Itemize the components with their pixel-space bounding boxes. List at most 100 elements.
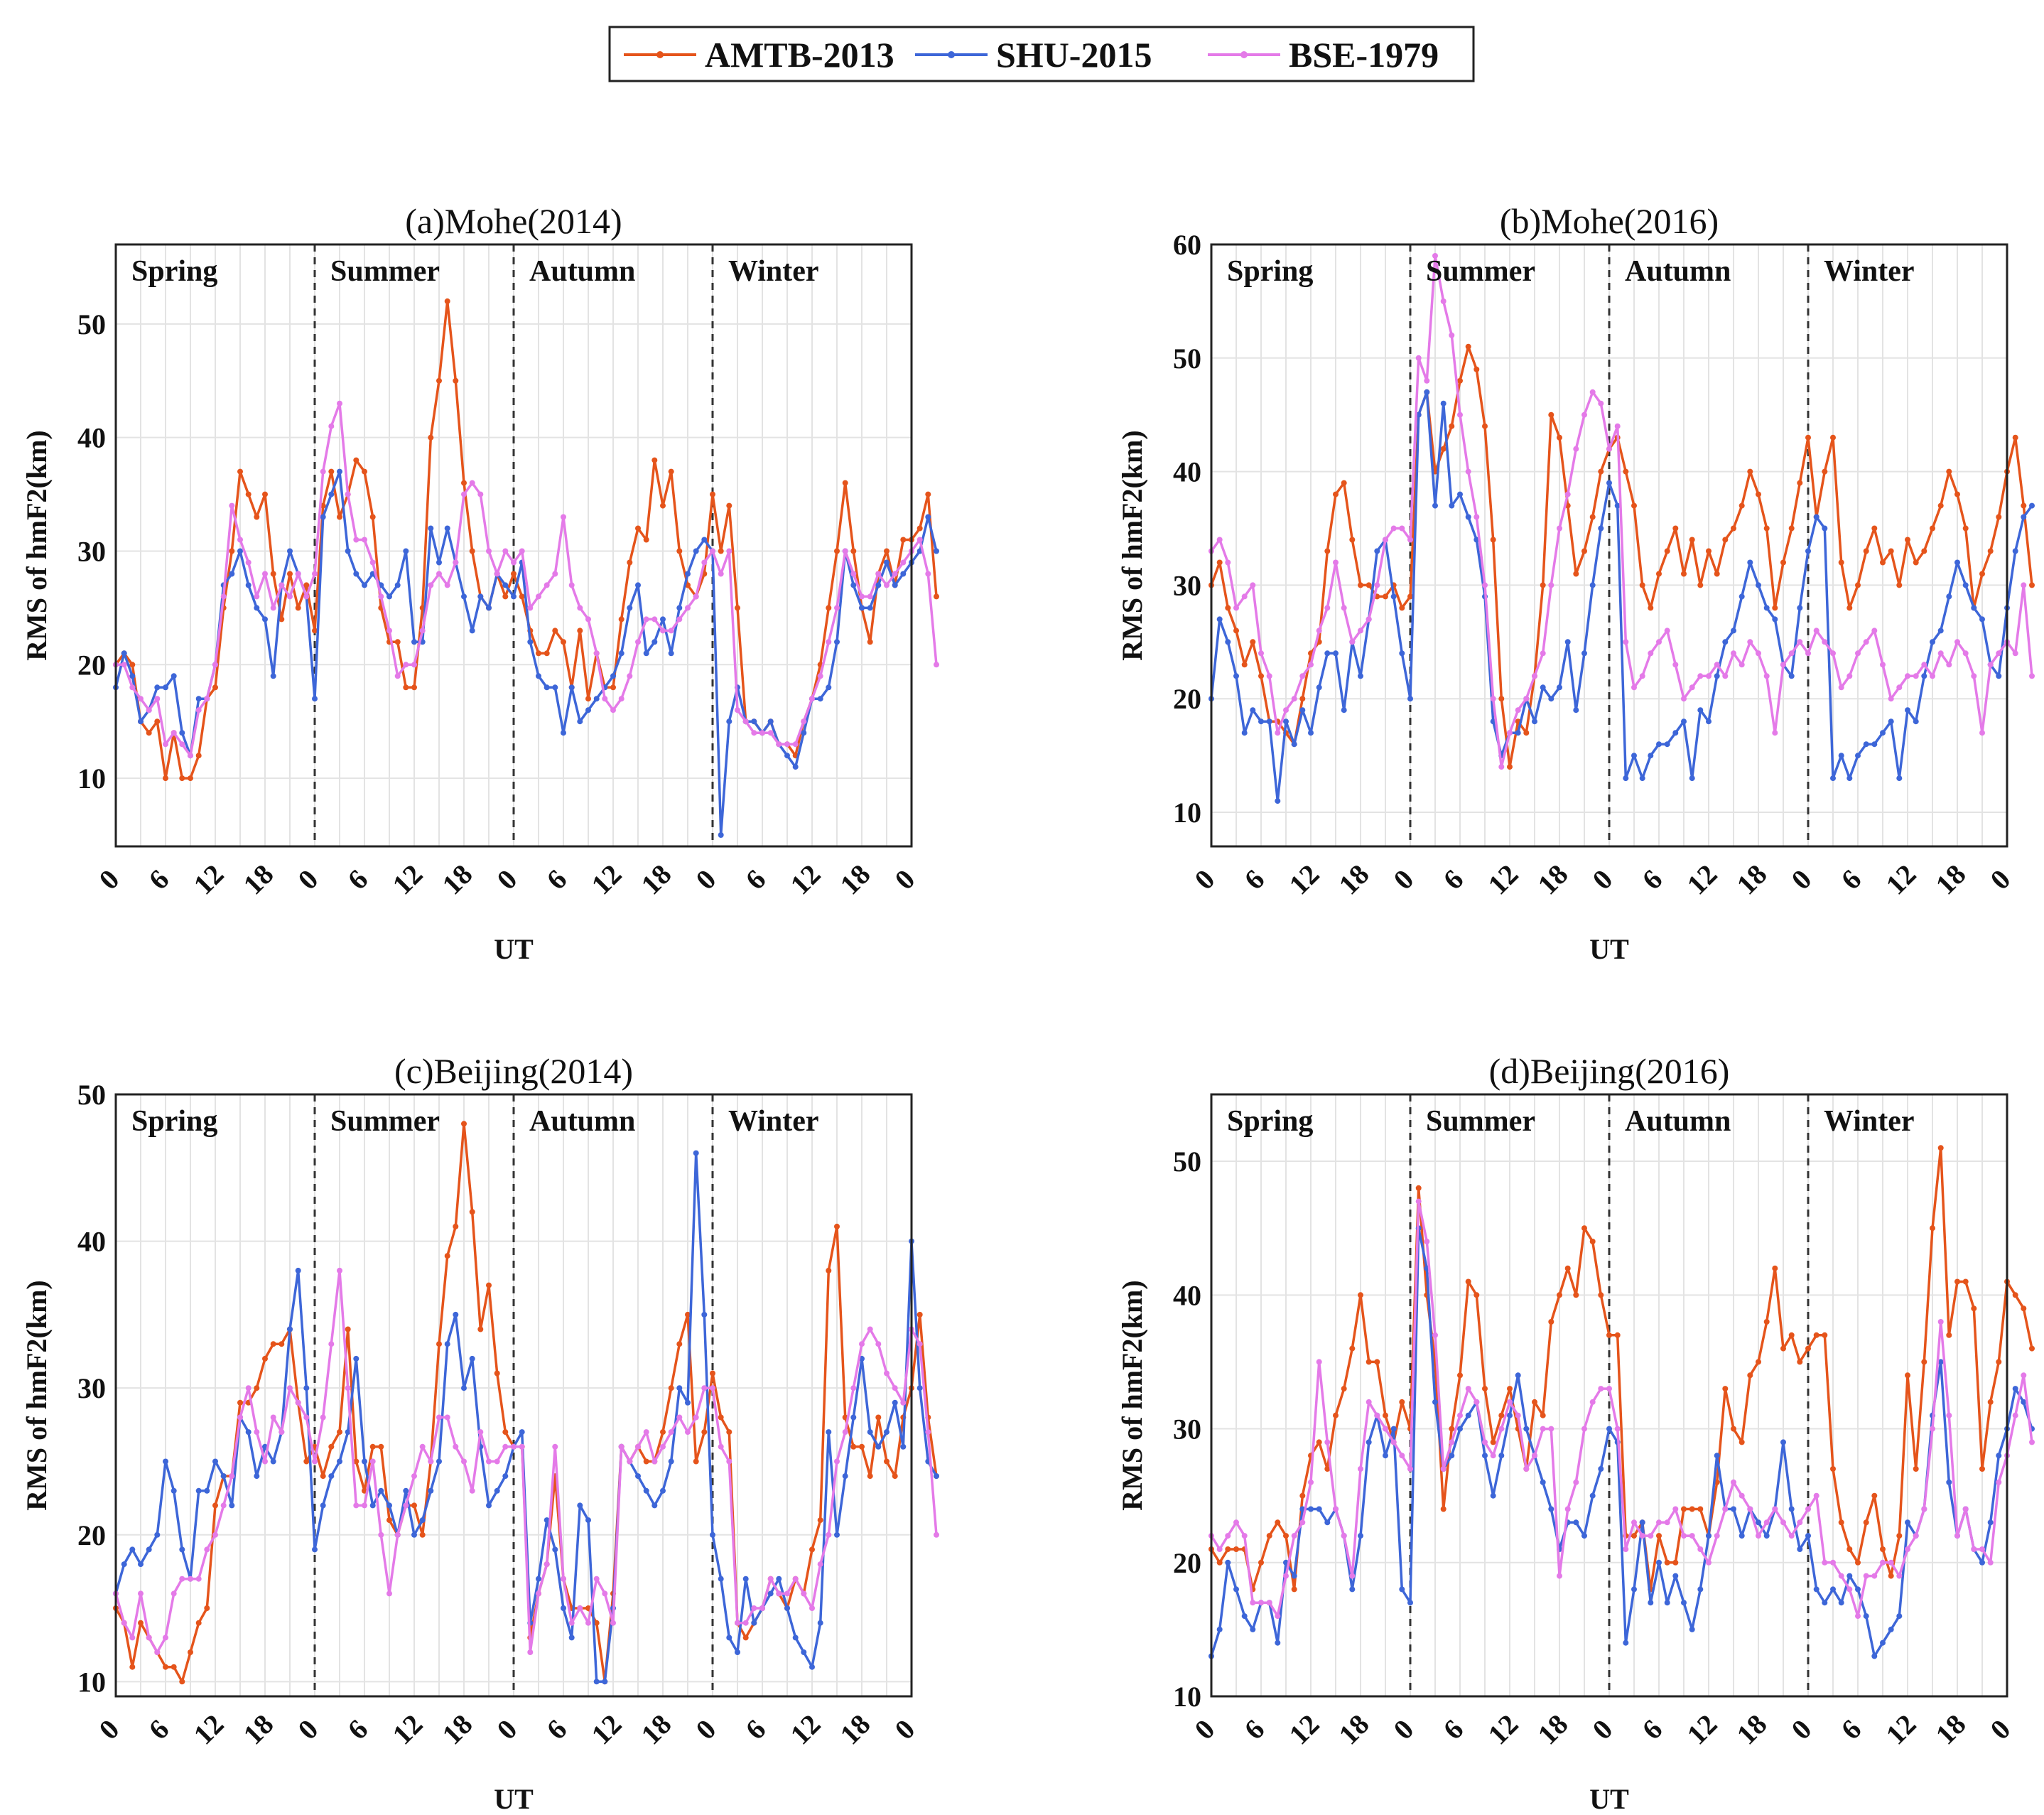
data-point (245, 1429, 252, 1436)
data-point (892, 1399, 898, 1406)
data-point (1548, 1319, 1554, 1325)
data-point (676, 1385, 683, 1391)
data-point (1905, 673, 1910, 679)
data-point (718, 1414, 724, 1421)
data-point (1896, 684, 1903, 691)
data-point (792, 1576, 799, 1582)
data-point (1358, 1292, 1363, 1298)
data-point (568, 582, 575, 588)
season-label: Autumn (529, 1105, 635, 1138)
series-line (1210, 254, 2033, 768)
data-point (444, 582, 450, 588)
data-point (1731, 1479, 1736, 1485)
data-point (353, 537, 359, 543)
data-point (1399, 525, 1405, 532)
data-point (1805, 650, 1811, 657)
data-point (1747, 1372, 1753, 1379)
data-point (154, 1649, 161, 1655)
data-point (1614, 1426, 1621, 1432)
data-point (1266, 1600, 1272, 1606)
data-point (1830, 650, 1836, 657)
data-point (685, 1399, 691, 1406)
data-point (1921, 662, 1927, 668)
data-point (1987, 1559, 1994, 1566)
data-point (129, 1664, 136, 1670)
data-point (668, 628, 674, 634)
data-point (328, 491, 335, 497)
data-point (1996, 1359, 2002, 1365)
data-point (1797, 605, 1803, 611)
data-point (453, 1443, 459, 1450)
data-point (792, 741, 799, 748)
data-point (1830, 775, 1836, 782)
data-point (1946, 1332, 1952, 1338)
season-label: Summer (1426, 255, 1535, 288)
data-point (1532, 1399, 1537, 1405)
data-point (817, 673, 823, 679)
data-point (1573, 1519, 1579, 1526)
data-point (411, 1531, 417, 1538)
data-point (884, 1429, 889, 1436)
data-point (544, 582, 550, 588)
data-point (254, 1385, 260, 1391)
data-point (1788, 1332, 1795, 1338)
data-point (312, 1458, 318, 1465)
data-point (1681, 1506, 1687, 1512)
data-point (1291, 1573, 1297, 1579)
data-point (826, 605, 832, 611)
data-point (1954, 559, 1960, 566)
data-point (701, 559, 708, 566)
x-tick-label: 6 (1834, 1713, 1867, 1745)
data-point (767, 718, 774, 725)
data-point (726, 1634, 732, 1641)
data-point (735, 707, 740, 713)
data-point (568, 1634, 575, 1641)
data-point (809, 696, 815, 702)
data-point (1324, 1519, 1331, 1526)
data-point (1482, 582, 1488, 588)
data-point (1266, 1533, 1272, 1539)
data-point (1756, 582, 1761, 588)
data-point (1772, 730, 1778, 736)
legend-marker-0 (656, 51, 664, 58)
data-point (188, 1649, 193, 1655)
data-point (1581, 411, 1587, 418)
data-point (1473, 366, 1480, 372)
data-point (469, 480, 475, 486)
data-point (171, 730, 177, 736)
data-point (875, 582, 882, 588)
data-point (1216, 559, 1223, 566)
data-point (353, 571, 359, 577)
data-point (1697, 1586, 1704, 1593)
data-point (1341, 1386, 1347, 1392)
data-point (469, 548, 475, 554)
data-point (287, 593, 293, 600)
data-point (229, 548, 235, 554)
data-point (635, 639, 641, 645)
data-point (345, 491, 351, 497)
data-point (627, 673, 633, 679)
data-point (303, 593, 310, 600)
data-point (643, 537, 649, 543)
data-point (850, 582, 857, 588)
data-point (1838, 1573, 1844, 1579)
data-point (453, 1311, 459, 1318)
data-point (1996, 673, 2002, 679)
data-point (1905, 537, 1910, 543)
data-point (1490, 1439, 1496, 1445)
data-point (1383, 1453, 1388, 1459)
data-point (163, 741, 168, 748)
data-point (1266, 673, 1272, 679)
data-point (436, 1458, 442, 1465)
x-tick-label: 18 (1929, 858, 1972, 900)
data-point (892, 1385, 898, 1391)
data-point (1656, 571, 1662, 577)
data-point (1415, 1198, 1422, 1205)
data-point (328, 1443, 335, 1450)
data-point (1374, 1359, 1380, 1365)
data-point (386, 1502, 392, 1509)
data-point (403, 1487, 409, 1494)
data-point (536, 673, 541, 679)
data-point (486, 1458, 492, 1465)
data-point (585, 696, 591, 702)
